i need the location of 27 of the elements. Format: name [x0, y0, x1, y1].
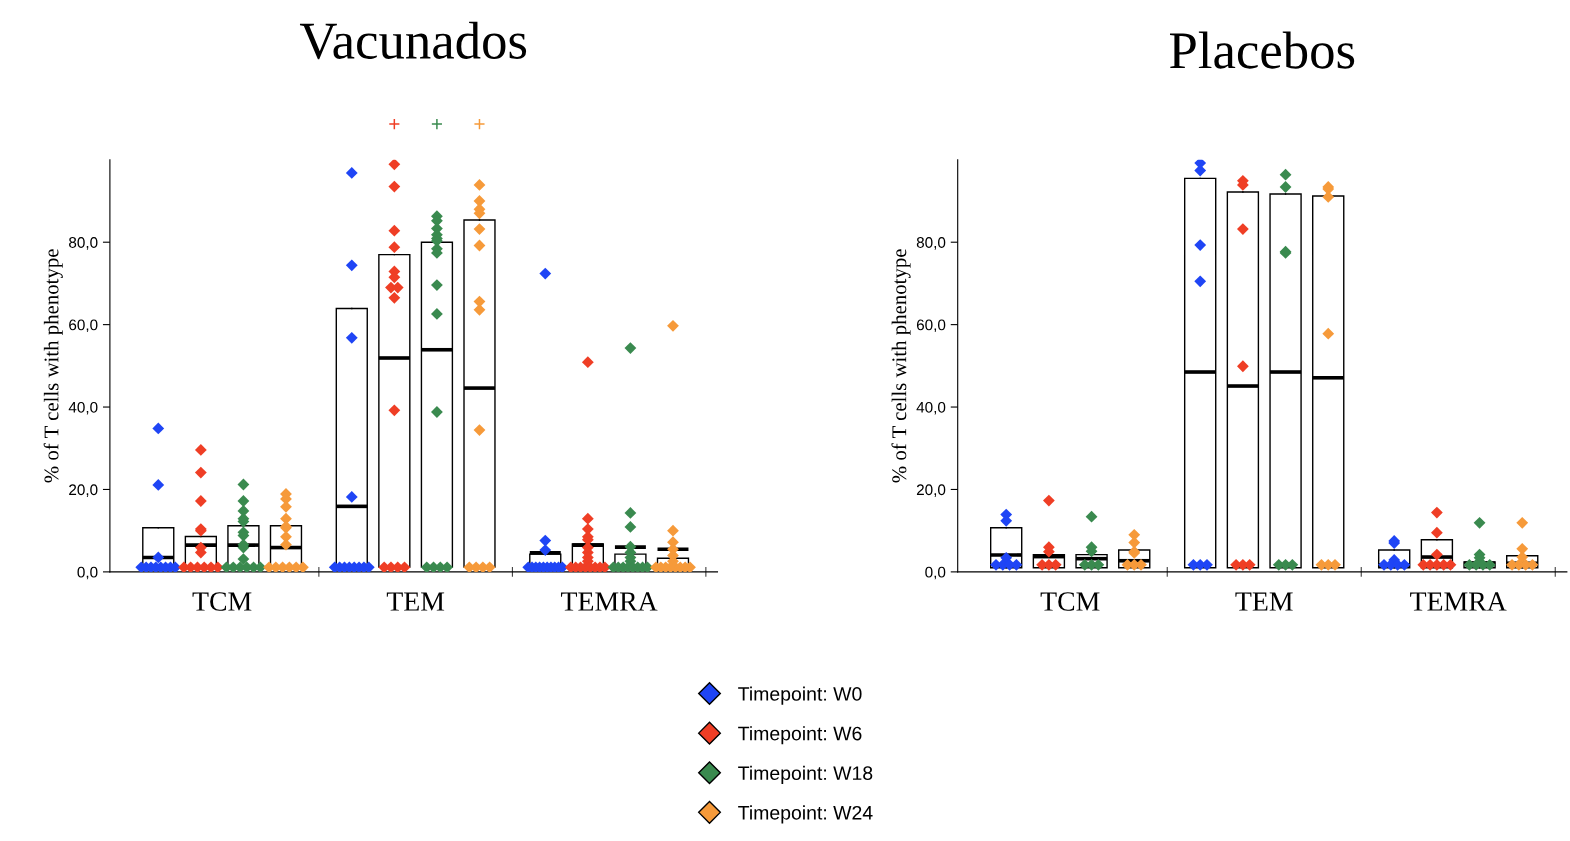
legend-label: Timepoint: W18	[738, 765, 873, 784]
x-tick-label: TEMRA	[561, 592, 658, 611]
y-tick-label: 80,0	[916, 237, 946, 250]
x-tick-label: TEM	[1235, 592, 1293, 611]
y-tick-label: 60,0	[69, 319, 98, 333]
y-tick-label: 40,0	[916, 401, 946, 415]
legend-label: Timepoint: W0	[738, 686, 862, 705]
y-axis-title: % of T cells with phenotype	[43, 249, 63, 483]
y-tick-label: 20,0	[69, 484, 98, 497]
legend-label: Timepoint: W6	[738, 726, 862, 745]
x-tick-label: TEM	[386, 592, 445, 611]
y-tick-label: 0,0	[77, 566, 98, 580]
legend-label: Timepoint: W24	[738, 805, 873, 824]
y-tick-label: 20,0	[916, 484, 946, 497]
text: +	[431, 118, 442, 130]
y-tick-label: 60,0	[916, 319, 946, 333]
text: +	[474, 118, 485, 130]
x-tick-label: TCM	[192, 592, 252, 611]
y-tick-label: 80,0	[69, 237, 98, 250]
x-tick-label: TEMRA	[1410, 592, 1507, 611]
text: +	[389, 118, 400, 130]
y-axis-title: % of T cells with phenotype	[891, 249, 911, 483]
x-tick-label: TCM	[1040, 592, 1100, 611]
y-tick-label: 40,0	[68, 401, 98, 415]
chart-title: Placebos	[1169, 31, 1355, 69]
chart-title: Vacunados	[299, 21, 527, 60]
y-tick-label: 0,0	[925, 566, 946, 580]
